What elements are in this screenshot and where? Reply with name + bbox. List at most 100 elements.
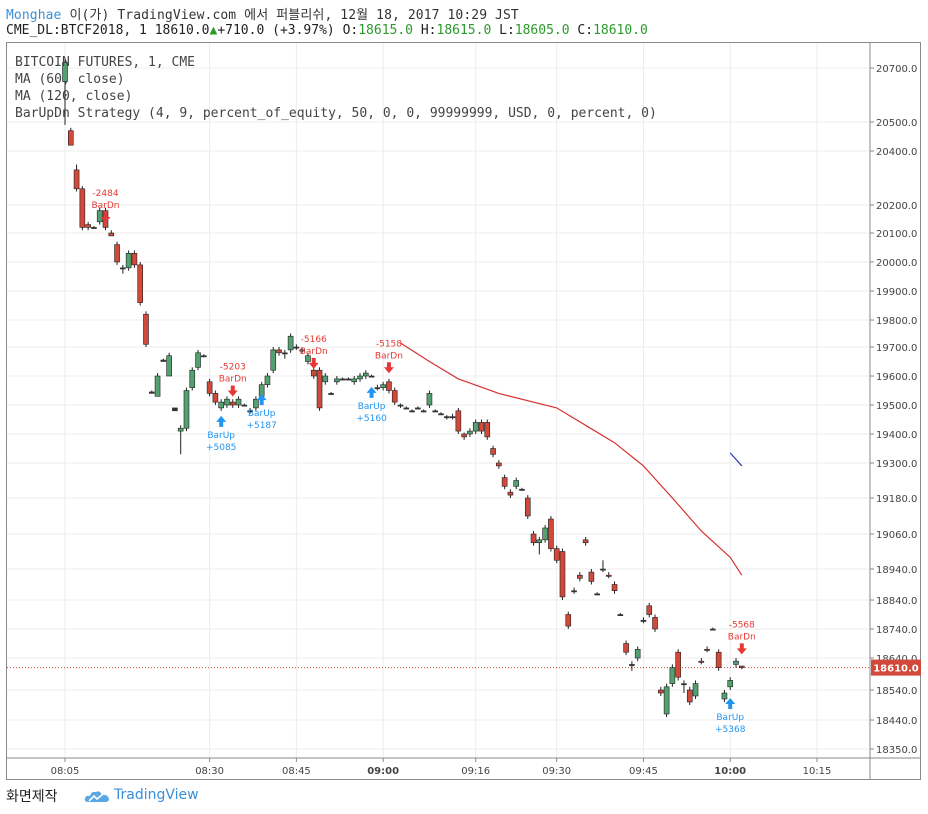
candle-body[interactable] [218, 401, 224, 409]
candle-body[interactable] [704, 648, 710, 651]
candle-body[interactable] [733, 660, 739, 665]
candle-body[interactable] [73, 169, 80, 190]
candle-body[interactable] [137, 264, 143, 303]
candle-body[interactable] [455, 410, 462, 432]
candle-body[interactable] [189, 369, 196, 388]
candle-body[interactable] [91, 227, 97, 229]
candle-body[interactable] [120, 267, 126, 270]
candle-body[interactable] [334, 378, 340, 383]
candle-body[interactable] [571, 590, 577, 593]
candle-body[interactable] [727, 680, 734, 688]
candle-body[interactable] [577, 574, 583, 579]
candle-body[interactable] [148, 391, 155, 394]
candle-body[interactable] [553, 548, 560, 561]
candle-body[interactable] [542, 527, 548, 541]
candle-body[interactable] [253, 398, 259, 409]
candle-body[interactable] [310, 369, 317, 377]
candle-body[interactable] [293, 346, 300, 349]
candle-body[interactable] [617, 614, 624, 617]
candle-body[interactable] [663, 686, 670, 715]
candle-body[interactable] [79, 188, 86, 228]
candle-body[interactable] [172, 407, 178, 412]
candle-body[interactable] [409, 410, 415, 413]
candle-body[interactable] [605, 574, 612, 577]
candle-body[interactable] [698, 660, 705, 663]
candle-body[interactable] [513, 480, 520, 487]
candle-body[interactable] [507, 491, 514, 496]
candle-body[interactable] [692, 683, 699, 697]
candle-body[interactable] [322, 375, 329, 383]
candle-body[interactable] [536, 539, 543, 544]
candle-body[interactable] [496, 462, 502, 467]
candle-body[interactable] [594, 593, 600, 596]
candle-body[interactable] [426, 393, 433, 406]
candle-body[interactable] [646, 605, 653, 615]
candle-body[interactable] [241, 404, 248, 407]
candle-body[interactable] [548, 518, 554, 549]
candle-body[interactable] [519, 488, 525, 491]
candle-body[interactable] [316, 369, 323, 409]
candle-body[interactable] [183, 390, 190, 429]
candle-body[interactable] [629, 664, 635, 666]
candle-body[interactable] [201, 355, 207, 358]
candle-body[interactable] [235, 398, 242, 406]
candle-body[interactable] [588, 571, 595, 582]
candle-body[interactable] [287, 335, 294, 351]
candle-body[interactable] [299, 349, 305, 352]
candle-body[interactable] [472, 422, 479, 432]
candle-body[interactable] [351, 378, 358, 383]
candle-body[interactable] [715, 651, 722, 668]
candle-body[interactable] [623, 643, 629, 653]
candle-body[interactable] [721, 692, 728, 700]
candle-body[interactable] [131, 253, 138, 266]
candle-body[interactable] [108, 232, 115, 237]
candle-body[interactable] [374, 387, 381, 390]
candle-body[interactable] [276, 349, 282, 354]
candle-body[interactable] [143, 313, 149, 345]
candle-body[interactable] [681, 683, 687, 686]
candle-body[interactable] [467, 430, 473, 435]
candle-body[interactable] [368, 375, 375, 378]
candle-body[interactable] [177, 427, 184, 432]
candle-body[interactable] [652, 617, 658, 630]
candle-body[interactable] [449, 416, 456, 419]
candle-body[interactable] [501, 477, 508, 487]
candle-body[interactable] [114, 244, 120, 263]
candle-body[interactable] [658, 689, 664, 694]
candle-body[interactable] [305, 355, 311, 362]
candle-body[interactable] [686, 689, 693, 703]
candle-body[interactable] [247, 410, 253, 413]
candle-body[interactable] [386, 381, 392, 391]
candle-body[interactable] [195, 352, 201, 368]
candle-body[interactable] [270, 349, 277, 371]
candle-body[interactable] [391, 390, 398, 403]
candle-body[interactable] [461, 433, 467, 438]
candle-body[interactable] [600, 568, 606, 571]
candle-body[interactable] [640, 619, 647, 622]
candle-body[interactable] [582, 539, 589, 544]
candle-body[interactable] [438, 413, 444, 416]
candle-body[interactable] [125, 253, 132, 269]
candle-body[interactable] [530, 533, 537, 544]
candle-body[interactable] [206, 381, 213, 394]
candle-body[interactable] [478, 422, 485, 432]
candle-body[interactable] [339, 378, 346, 381]
candle-body[interactable] [154, 375, 161, 397]
publisher-username[interactable]: Monghae [6, 8, 62, 23]
candle-body[interactable] [96, 210, 103, 223]
candle-body[interactable] [710, 628, 716, 631]
candle-body[interactable] [403, 407, 410, 410]
candle-body[interactable] [634, 648, 641, 659]
candle-body[interactable] [559, 551, 566, 598]
candle-body[interactable] [160, 359, 167, 362]
candle-body[interactable] [264, 375, 271, 385]
candle-body[interactable] [432, 410, 439, 413]
candle-body[interactable] [212, 393, 219, 403]
candle-body[interactable] [484, 422, 491, 438]
candle-body[interactable] [166, 355, 172, 377]
candle-body[interactable] [67, 130, 74, 146]
candle-body[interactable] [229, 401, 236, 406]
candle-body[interactable] [565, 614, 572, 627]
candle-body[interactable] [345, 378, 352, 381]
